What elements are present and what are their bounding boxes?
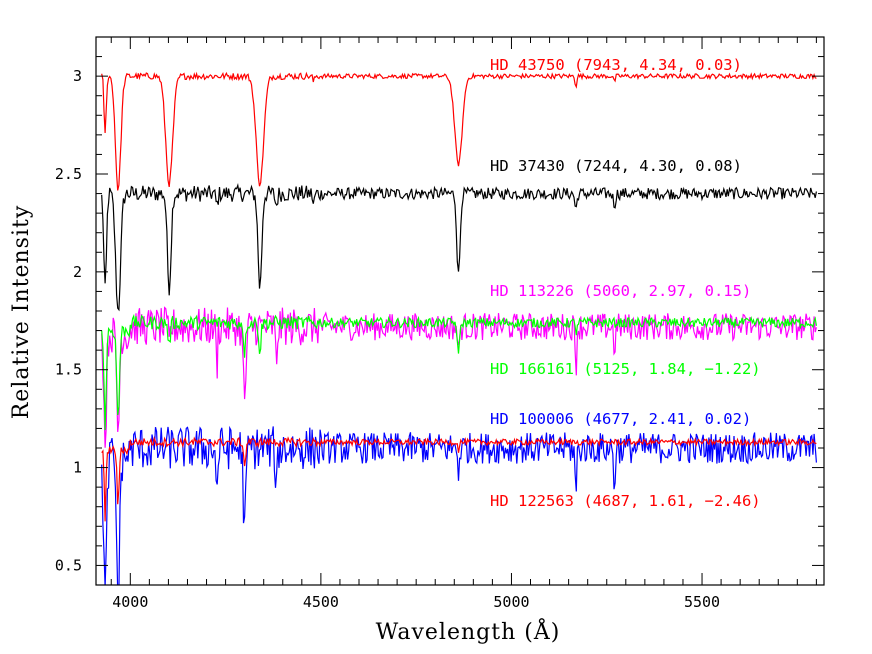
- series-label: HD 166161 (5125, 1.84, −1.22): [490, 360, 761, 378]
- series-line: [101, 71, 817, 191]
- series-label: HD 122563 (4687, 1.61, −2.46): [490, 492, 761, 510]
- x-tick-label: 4000: [112, 593, 148, 611]
- y-tick-label: 0.5: [55, 556, 82, 574]
- axis-ticks: 4000 4500 5000 5500 0.5 1 1.5 2 2.5 3: [55, 37, 824, 611]
- series-line: [101, 425, 817, 585]
- x-axis-title: Wavelength (Å): [376, 617, 561, 645]
- series-label: HD 37430 (7244, 4.30, 0.08): [490, 157, 742, 175]
- series-labels: HD 43750 (7943, 4.34, 0.03) HD 37430 (724…: [490, 56, 761, 510]
- y-tick-label: 2.5: [55, 165, 82, 183]
- y-tick-label: 2: [73, 263, 82, 281]
- series-line: [101, 183, 817, 312]
- series-line: [101, 436, 817, 522]
- series-label: HD 100006 (4677, 2.41, 0.02): [490, 410, 751, 428]
- x-tick-label: 5000: [493, 593, 529, 611]
- y-tick-label: 1: [73, 459, 82, 477]
- x-tick-label: 4500: [303, 593, 339, 611]
- x-tick-label: 5500: [684, 593, 720, 611]
- y-tick-label: 3: [73, 67, 82, 85]
- plot-layer: [101, 71, 817, 585]
- y-axis-title: Relative Intensity: [9, 205, 34, 420]
- series-line: [101, 313, 817, 431]
- series-label: HD 113226 (5060, 2.97, 0.15): [490, 282, 751, 300]
- series-label: HD 43750 (7943, 4.34, 0.03): [490, 56, 742, 74]
- y-tick-label: 1.5: [55, 361, 82, 379]
